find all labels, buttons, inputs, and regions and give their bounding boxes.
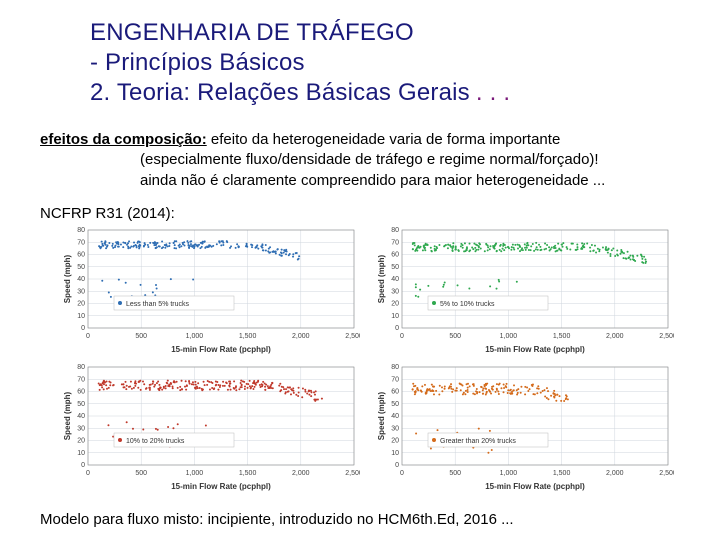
svg-text:500: 500: [449, 333, 461, 340]
svg-text:10: 10: [391, 450, 399, 457]
svg-text:2,000: 2,000: [292, 470, 310, 477]
svg-text:500: 500: [135, 470, 147, 477]
footer-text: Modelo para fluxo misto: incipiente, int…: [40, 511, 514, 528]
svg-text:70: 70: [391, 376, 399, 383]
reference-label: NCFRP R31 (2014):: [40, 205, 680, 222]
svg-text:10: 10: [77, 450, 85, 457]
svg-text:40: 40: [391, 413, 399, 420]
svg-text:2,000: 2,000: [606, 470, 624, 477]
title-line-3: 2. Teoria: Relações Básicas Gerais. . .: [90, 78, 680, 108]
svg-text:20: 20: [77, 437, 85, 444]
svg-text:Speed (mph): Speed (mph): [63, 254, 72, 303]
svg-text:2,000: 2,000: [606, 333, 624, 340]
scatter-2: 0 500 1,000 1,500 2,000 2,500 0 10 20 30 40 50 60 70 8…: [60, 363, 360, 493]
svg-text:Speed (mph): Speed (mph): [377, 254, 386, 303]
svg-text:15-min Flow Rate (pcphpl): 15-min Flow Rate (pcphpl): [171, 345, 271, 354]
scatter-0: 0 500 1,000 1,500 2,000 2,500 0 10 20 30 40 50 60 70 8…: [60, 226, 360, 356]
svg-text:0: 0: [86, 470, 90, 477]
svg-text:60: 60: [77, 251, 85, 258]
svg-text:1,500: 1,500: [239, 333, 257, 340]
svg-text:1,000: 1,000: [500, 333, 518, 340]
svg-text:Speed (mph): Speed (mph): [63, 391, 72, 440]
svg-text:60: 60: [77, 388, 85, 395]
title-line-2: - Princípios Básicos: [90, 48, 680, 78]
svg-text:2,500: 2,500: [659, 470, 674, 477]
svg-text:80: 80: [77, 364, 85, 371]
svg-text:2,000: 2,000: [292, 333, 310, 340]
svg-text:30: 30: [391, 425, 399, 432]
svg-text:20: 20: [391, 437, 399, 444]
svg-text:20: 20: [391, 300, 399, 307]
svg-text:10% to 20% trucks: 10% to 20% trucks: [126, 438, 185, 445]
chart-panel-2: 0 500 1,000 1,500 2,000 2,500 0 10 20 30 40 50 60 70 8…: [60, 363, 366, 496]
scatter-3: 0 500 1,000 1,500 2,000 2,500 0 10 20 30 40 50 60 70 8…: [374, 363, 674, 493]
svg-text:5% to 10% trucks: 5% to 10% trucks: [440, 301, 495, 308]
svg-text:80: 80: [391, 227, 399, 234]
svg-text:70: 70: [391, 239, 399, 246]
svg-text:0: 0: [400, 333, 404, 340]
svg-text:2,500: 2,500: [345, 333, 360, 340]
svg-text:50: 50: [77, 401, 85, 408]
svg-text:Speed (mph): Speed (mph): [377, 391, 386, 440]
svg-text:10: 10: [77, 313, 85, 320]
svg-text:30: 30: [77, 425, 85, 432]
svg-text:70: 70: [77, 239, 85, 246]
svg-text:80: 80: [391, 364, 399, 371]
svg-text:20: 20: [77, 300, 85, 307]
svg-text:0: 0: [86, 333, 90, 340]
svg-text:2,500: 2,500: [345, 470, 360, 477]
svg-text:500: 500: [135, 333, 147, 340]
title-line-1: ENGENHARIA DE TRÁFEGO: [90, 18, 680, 48]
svg-text:0: 0: [395, 325, 399, 332]
svg-text:0: 0: [395, 462, 399, 469]
svg-text:40: 40: [391, 276, 399, 283]
svg-text:40: 40: [77, 276, 85, 283]
svg-text:50: 50: [391, 401, 399, 408]
svg-text:1,000: 1,000: [500, 470, 518, 477]
svg-text:0: 0: [81, 325, 85, 332]
slide-title: ENGENHARIA DE TRÁFEGO - Princípios Básic…: [90, 18, 680, 108]
scatter-1: 0 500 1,000 1,500 2,000 2,500 0 10 20 30 40 50 60 70 8…: [374, 226, 674, 356]
svg-text:500: 500: [449, 470, 461, 477]
svg-text:0: 0: [81, 462, 85, 469]
svg-text:0: 0: [400, 470, 404, 477]
svg-text:50: 50: [77, 264, 85, 271]
chart-grid: 05001,0001,5002,0002,5000102030405060708…: [60, 226, 680, 496]
svg-text:30: 30: [391, 288, 399, 295]
svg-text:Less than 5% trucks: Less than 5% trucks: [126, 301, 190, 308]
svg-text:30: 30: [77, 288, 85, 295]
svg-text:1,500: 1,500: [553, 333, 571, 340]
svg-text:80: 80: [77, 227, 85, 234]
svg-text:15-min Flow Rate (pcphpl): 15-min Flow Rate (pcphpl): [485, 345, 585, 354]
chart-panel-1: 0 500 1,000 1,500 2,000 2,500 0 10 20 30 40 50 60 70 8…: [374, 226, 680, 359]
lead-phrase: efeitos da composição:: [40, 131, 207, 148]
svg-text:15-min Flow Rate (pcphpl): 15-min Flow Rate (pcphpl): [171, 482, 271, 491]
svg-text:60: 60: [391, 251, 399, 258]
svg-text:15-min Flow Rate (pcphpl): 15-min Flow Rate (pcphpl): [485, 482, 585, 491]
svg-text:40: 40: [77, 413, 85, 420]
svg-text:70: 70: [77, 376, 85, 383]
svg-text:50: 50: [391, 264, 399, 271]
svg-text:1,000: 1,000: [186, 333, 204, 340]
svg-text:10: 10: [391, 313, 399, 320]
svg-text:60: 60: [391, 388, 399, 395]
svg-text:1,500: 1,500: [553, 470, 571, 477]
svg-text:Greater than 20% trucks: Greater than 20% trucks: [440, 438, 516, 445]
chart-panel-3: 0 500 1,000 1,500 2,000 2,500 0 10 20 30 40 50 60 70 8…: [374, 363, 680, 496]
chart-panel-0: 0 500 1,000 1,500 2,000 2,500 0 10 20 30 40 50 60 70 8…: [60, 226, 366, 359]
svg-text:1,500: 1,500: [239, 470, 257, 477]
svg-text:2,500: 2,500: [659, 333, 674, 340]
body-paragraph: efeitos da composição: efeito da heterog…: [40, 130, 680, 191]
svg-text:1,000: 1,000: [186, 470, 204, 477]
